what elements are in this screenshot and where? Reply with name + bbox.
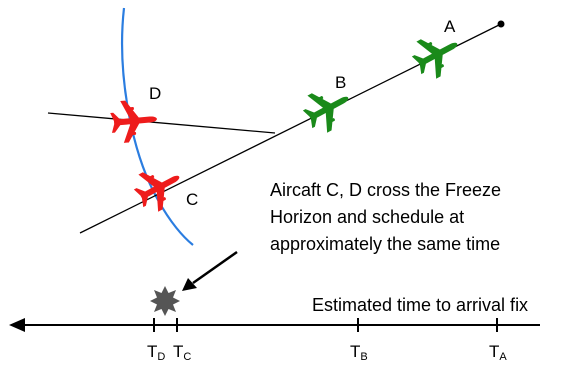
freeze-horizon-curve [121,7,194,246]
tick-label-ta: TA [489,342,507,363]
tick-label-tc: TC [173,342,191,363]
axis-label: Estimated time to arrival fix [312,295,528,315]
airplane-icon [406,25,468,84]
airplane-icon [297,79,359,138]
annotation-line-2: Horizon and schedule at [270,207,464,227]
aircraft-label-a: A [444,17,456,36]
airplane-icon [128,158,190,217]
aircraft-label-b: B [335,73,346,92]
arrow-left-icon [182,250,238,291]
route-line-d [47,112,276,134]
tick-label-tb: TB [350,342,368,363]
tick-label-td: TD [147,342,165,363]
collision-burst-icon [150,286,180,316]
annotation-line-1: Aircaft C, D cross the Freeze [270,180,501,200]
aircraft-label-d: D [149,84,161,103]
arrow-left-icon [9,318,25,332]
annotation-line-3: approximately the same time [270,234,500,254]
route-endpoint-dot [497,20,505,28]
aircraft-label-c: C [186,190,198,209]
